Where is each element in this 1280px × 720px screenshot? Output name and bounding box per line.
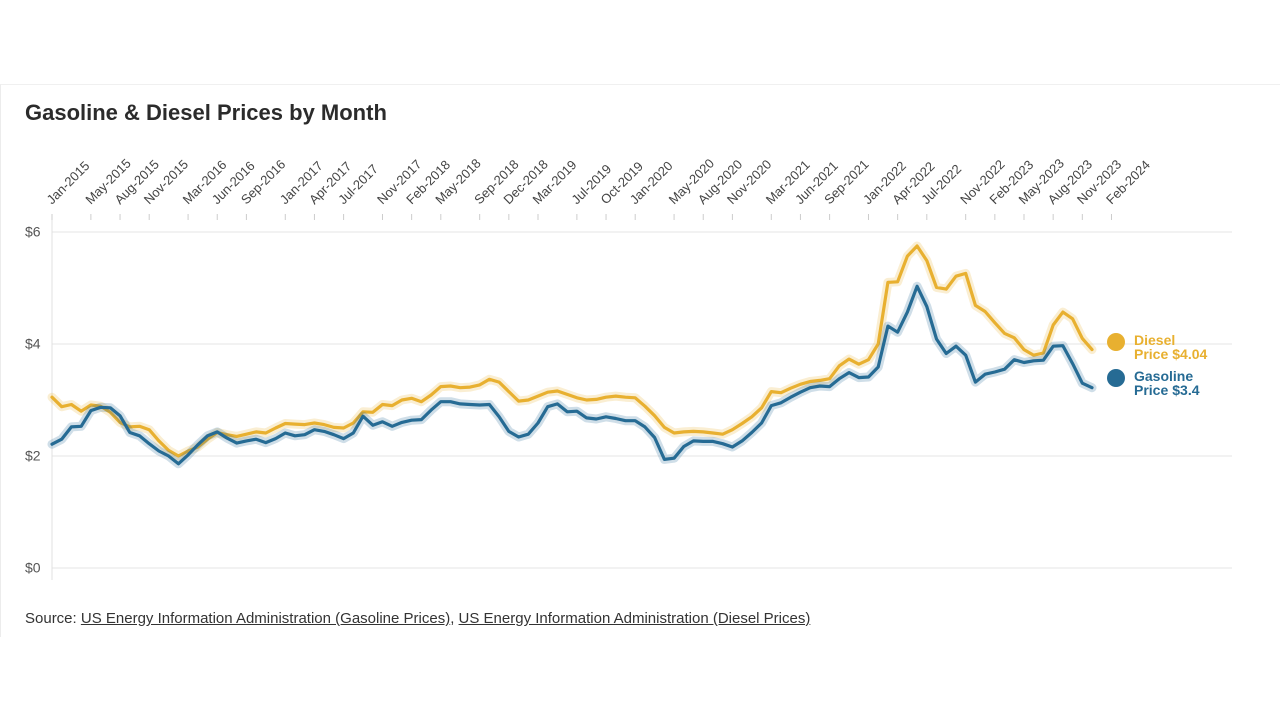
source-label: Source: [25, 610, 77, 627]
legend-dot [1107, 369, 1125, 387]
legend-dot [1107, 333, 1125, 351]
source: Source: US Energy Information Administra… [25, 610, 811, 627]
y-tick-label: $0 [25, 560, 41, 576]
source-link[interactable]: US Energy Information Administration (Di… [458, 610, 811, 627]
y-tick-label: $4 [25, 336, 41, 352]
legend-name: Gasoline Price [1134, 368, 1194, 398]
y-tick-label: $2 [25, 448, 41, 464]
legend-value: $3.4 [1172, 382, 1200, 398]
legend-name: Diesel Price [1134, 332, 1176, 362]
line [50, 284, 1094, 466]
legend-label: Gasoline Price $3.4 [1134, 369, 1226, 397]
legend-value: $4.04 [1172, 346, 1208, 362]
source-link[interactable]: US Energy Information Administration (Ga… [80, 610, 451, 627]
line-halo [47, 241, 1097, 461]
line [50, 244, 1094, 458]
y-tick-label: $6 [25, 224, 41, 240]
chart-title: Gasoline & Diesel Prices by Month [25, 100, 387, 125]
chart-card [0, 84, 1280, 637]
legend-label: Diesel Price $4.04 [1134, 333, 1226, 361]
